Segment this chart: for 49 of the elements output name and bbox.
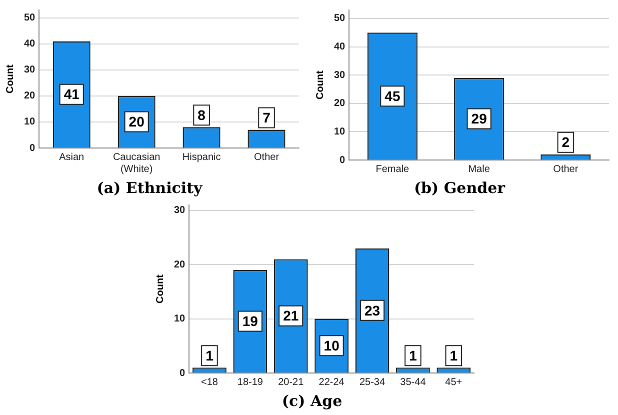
- data-label: 1: [450, 347, 458, 364]
- y-tick-label: 20: [174, 259, 186, 270]
- data-label: 1: [206, 347, 214, 364]
- y-axis-title: Count: [154, 274, 166, 304]
- x-tick-label: Caucasian (White): [112, 152, 160, 175]
- x-tick-label: 18-19: [237, 376, 264, 388]
- x-tick-label: Asian: [59, 152, 84, 163]
- data-label: 21: [283, 308, 299, 324]
- data-label: 7: [262, 110, 271, 126]
- data-label: 8: [198, 107, 206, 124]
- data-label: 19: [242, 313, 258, 330]
- x-tick-label: Other: [254, 152, 280, 163]
- text: (a) Ethnicity: [96, 178, 204, 197]
- text: (b) Gender: [414, 178, 506, 197]
- x-tick-label: 45+: [445, 376, 462, 388]
- data-label: 23: [364, 302, 380, 318]
- data-label: 29: [471, 110, 488, 127]
- y-tick-label: 10: [24, 116, 36, 128]
- x-tick-label: Other: [553, 164, 579, 175]
- y-tick-label: 40: [24, 38, 36, 50]
- data-label: 20: [128, 114, 145, 130]
- y-tick-label: 10: [174, 314, 186, 325]
- y-tick-label: 30: [334, 70, 346, 81]
- x-tick-label: 25-34: [359, 376, 386, 388]
- x-tick-label: Female: [376, 164, 410, 175]
- y-tick-label: 20: [24, 90, 36, 102]
- y-tick-label: 50: [24, 12, 36, 24]
- y-tick-label: 30: [24, 64, 36, 76]
- data-label: 41: [64, 86, 80, 102]
- data-label: 45: [384, 88, 400, 104]
- y-axis-title: Count: [314, 70, 326, 100]
- y-tick-label: 40: [334, 42, 346, 53]
- text: (c) Age: [282, 392, 342, 410]
- y-tick-label: 20: [334, 98, 346, 110]
- data-label: 1: [409, 347, 418, 364]
- y-tick-label: 0: [180, 368, 186, 379]
- y-axis-title: Count: [4, 64, 16, 94]
- x-tick-label: Hispanic: [182, 152, 221, 163]
- x-tick-label: Male: [468, 164, 490, 175]
- data-label: 2: [562, 134, 570, 150]
- y-tick-label: 0: [340, 154, 346, 166]
- x-tick-label: <18: [200, 376, 218, 388]
- x-tick-label: 20-21: [278, 376, 304, 388]
- y-tick-label: 50: [334, 13, 346, 24]
- y-tick-label: 30: [174, 205, 186, 216]
- x-tick-label: 35-44: [400, 376, 426, 388]
- x-tick-label: 22-24: [318, 376, 345, 388]
- y-tick-label: 10: [334, 126, 346, 138]
- y-tick-label: 0: [30, 142, 36, 154]
